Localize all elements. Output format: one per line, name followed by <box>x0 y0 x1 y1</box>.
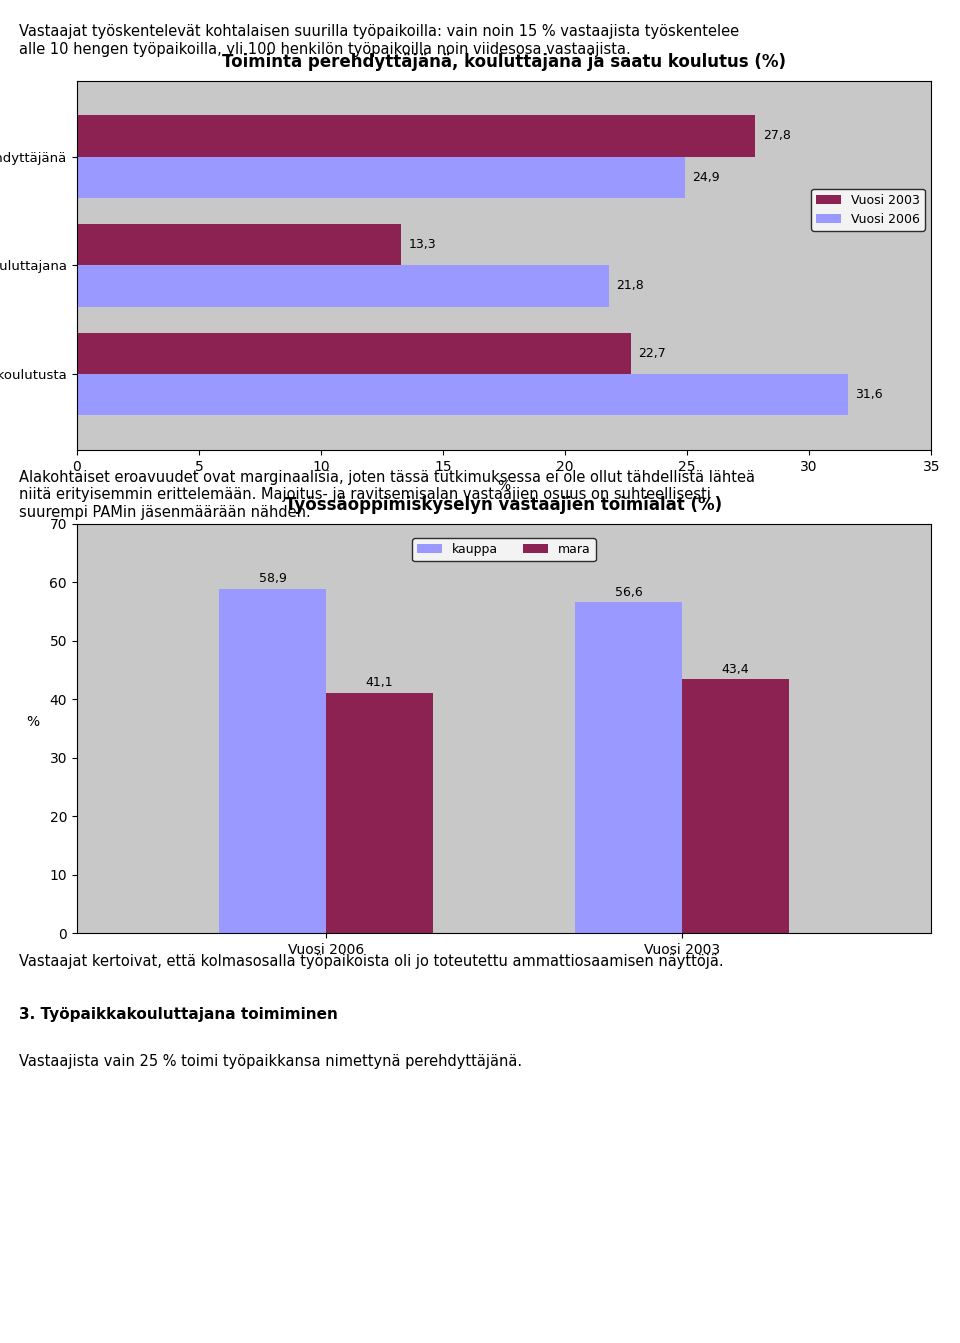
Bar <box>77 224 401 266</box>
Title: Työssäoppimiskyselyn vastaajien toimialat (%): Työssäoppimiskyselyn vastaajien toimiala… <box>285 496 723 514</box>
Bar <box>77 115 756 157</box>
Bar <box>77 157 684 197</box>
Text: 13,3: 13,3 <box>409 238 437 251</box>
Text: 43,4: 43,4 <box>722 663 749 676</box>
Text: 21,8: 21,8 <box>616 279 644 293</box>
Bar <box>77 373 849 415</box>
Bar <box>219 588 326 933</box>
Bar <box>575 602 682 933</box>
Legend: Vuosi 2003, Vuosi 2006: Vuosi 2003, Vuosi 2006 <box>811 189 924 231</box>
Bar <box>77 333 631 373</box>
Text: 22,7: 22,7 <box>638 346 666 360</box>
Text: 3. Työpaikkakouluttajana toimiminen: 3. Työpaikkakouluttajana toimiminen <box>19 1007 338 1022</box>
Text: 24,9: 24,9 <box>692 171 720 184</box>
Text: 41,1: 41,1 <box>366 677 394 689</box>
Text: 31,6: 31,6 <box>855 388 883 402</box>
Bar <box>77 266 609 306</box>
Text: 27,8: 27,8 <box>763 129 791 142</box>
Bar <box>682 680 789 933</box>
Bar <box>326 693 433 933</box>
Text: Vastaajat kertoivat, että kolmasosalla työpaikoista oli jo toteutettu ammattiosa: Vastaajat kertoivat, että kolmasosalla t… <box>19 954 724 968</box>
Y-axis label: %: % <box>26 714 39 728</box>
Text: 58,9: 58,9 <box>258 572 286 586</box>
Text: Vastaajat työskentelevät kohtalaisen suurilla työpaikoilla: vain noin 15 % vasta: Vastaajat työskentelevät kohtalaisen suu… <box>19 24 739 56</box>
X-axis label: %: % <box>497 479 511 493</box>
Legend: kauppa, mara: kauppa, mara <box>412 539 596 561</box>
Text: 56,6: 56,6 <box>614 586 642 599</box>
Title: Toiminta perehdyttäjänä, kouluttajana ja saatu koulutus (%): Toiminta perehdyttäjänä, kouluttajana ja… <box>222 52 786 71</box>
Text: Alakohtaiset eroavuudet ovat marginaalisia, joten tässä tutkimuksessa ei ole oll: Alakohtaiset eroavuudet ovat marginaalis… <box>19 470 756 520</box>
Text: Vastaajista vain 25 % toimi työpaikkansa nimettynä perehdyttäjänä.: Vastaajista vain 25 % toimi työpaikkansa… <box>19 1054 522 1069</box>
